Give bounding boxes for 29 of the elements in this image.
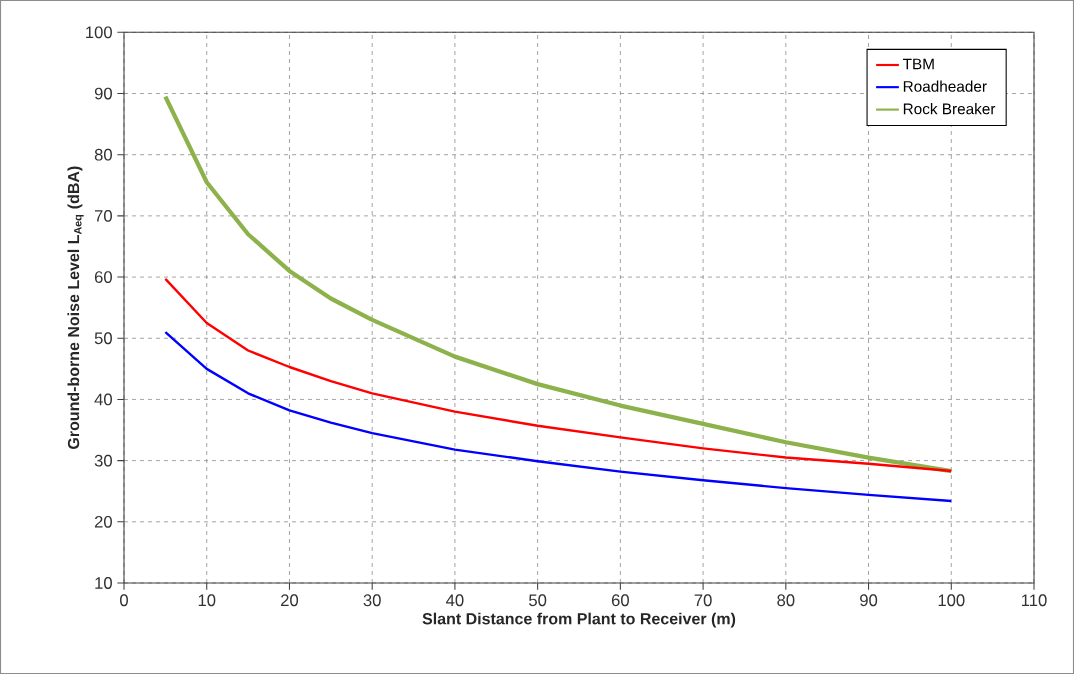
- y-tick-label: 50: [94, 332, 112, 345]
- y-tick-label: 100: [86, 26, 112, 39]
- y-axis-title: Ground-borne Noise Level L$_{Aeq}$ (dBA): [67, 166, 84, 449]
- y-tick-label: 30: [94, 454, 112, 467]
- x-tick-label: 70: [694, 594, 712, 607]
- x-tick-label: 100: [938, 594, 965, 607]
- x-axis-title: Slant Distance from Plant to Receiver (m): [422, 612, 736, 628]
- x-tick-label: 20: [281, 594, 299, 607]
- x-tick-label: 10: [198, 594, 216, 607]
- y-tick-label: 20: [94, 515, 112, 528]
- y-tick-label: 90: [94, 87, 112, 100]
- x-tick-label: 110: [1021, 594, 1047, 607]
- line-series: [164, 330, 953, 503]
- legend-label: TBM: [902, 58, 934, 70]
- line-series: [164, 277, 953, 473]
- y-tick-label: 10: [95, 577, 112, 589]
- y-tick-label: 80: [94, 148, 112, 161]
- x-tick-label: 30: [363, 594, 381, 607]
- x-tick-label: 0: [120, 594, 128, 607]
- y-tick-label: 60: [94, 271, 112, 283]
- y-tick-label: 40: [94, 393, 112, 406]
- legend-label: Rock Breaker: [903, 103, 996, 115]
- x-tick-label: 50: [529, 594, 547, 607]
- y-tick-label: 70: [94, 210, 112, 222]
- x-tick-label: 90: [860, 594, 878, 607]
- x-tick-label: 80: [777, 594, 795, 607]
- x-tick-label: 40: [446, 594, 464, 607]
- x-tick-label: 60: [611, 594, 629, 607]
- legend-label: Roadheader: [903, 80, 987, 92]
